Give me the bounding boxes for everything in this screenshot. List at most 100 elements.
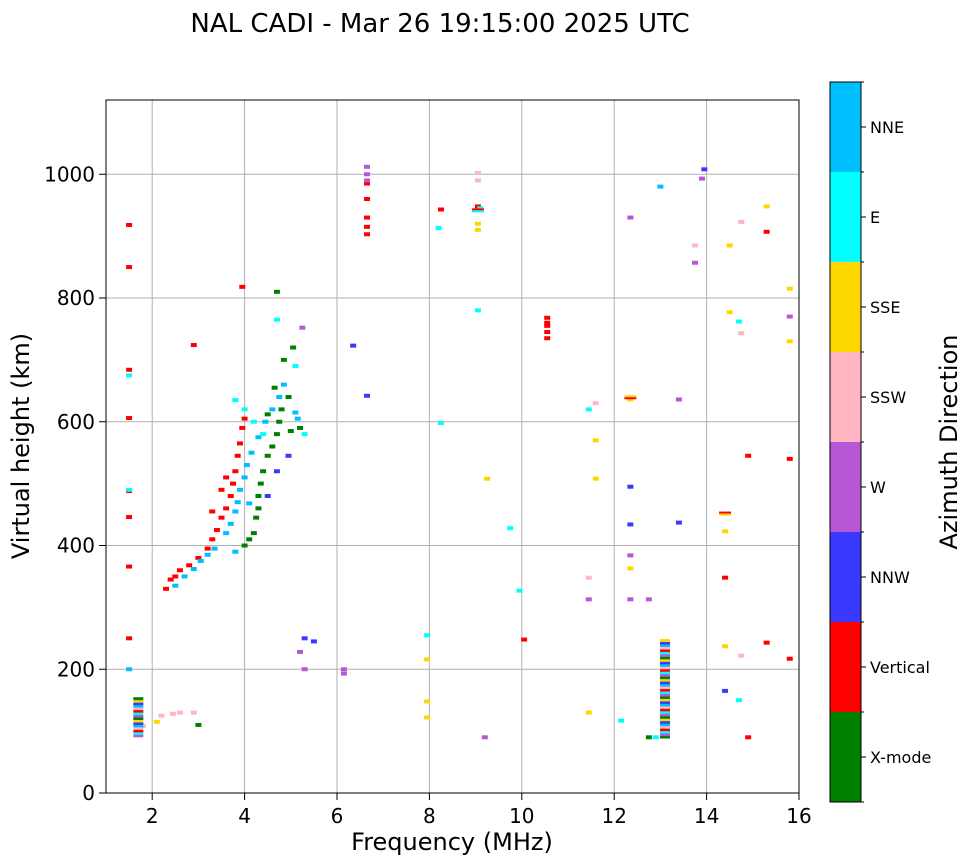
data-point-vertical	[745, 735, 752, 740]
data-point-nne	[181, 574, 188, 579]
stack-mark	[133, 724, 144, 728]
data-point-vertical	[544, 320, 551, 325]
data-point-w	[297, 649, 304, 654]
data-point-x-mode	[250, 531, 257, 536]
stack-mark	[660, 710, 671, 714]
stack-mark	[660, 686, 671, 690]
data-point-e	[424, 633, 431, 638]
data-point-e	[260, 432, 267, 437]
stack-mark	[660, 733, 671, 737]
y-tick-label: 400	[57, 534, 95, 558]
y-tick-label: 800	[57, 286, 95, 310]
data-point-nnw	[273, 469, 280, 474]
x-tick-label: 6	[331, 804, 344, 828]
data-point-e	[474, 308, 481, 313]
x-tick-label: 16	[786, 804, 811, 828]
data-point-nnw	[350, 343, 357, 348]
data-point-e	[126, 487, 133, 492]
data-point-vertical	[126, 564, 133, 569]
paired-mark	[471, 210, 484, 213]
data-point-e	[652, 735, 659, 740]
colorbar-swatch	[830, 442, 861, 532]
data-point-vertical	[239, 425, 246, 430]
data-point-sse	[424, 715, 431, 720]
data-point-e	[301, 432, 308, 437]
data-point-x-mode	[246, 537, 253, 542]
data-point-vertical	[364, 215, 371, 220]
data-point-sse	[153, 719, 160, 724]
data-point-e	[126, 373, 133, 378]
x-axis-label: Frequency (MHz)	[351, 828, 553, 856]
chart-title: NAL CADI - Mar 26 19:15:00 2025 UTC	[190, 9, 689, 39]
stack-mark	[660, 695, 671, 699]
data-point-vertical	[213, 528, 220, 533]
data-point-vertical	[544, 315, 551, 320]
data-point-x-mode	[253, 515, 260, 520]
colorbar-category-label: X-mode	[870, 748, 931, 767]
data-point-sse	[763, 204, 770, 209]
stack-mark	[660, 673, 671, 677]
data-point-vertical	[763, 640, 770, 645]
stack-mark	[660, 661, 671, 665]
data-point-x-mode	[269, 444, 276, 449]
x-tick-label: 14	[694, 804, 719, 828]
stack-mark	[133, 704, 144, 708]
stack-mark	[133, 714, 144, 718]
data-point-nnw	[701, 167, 708, 172]
data-point-vertical	[786, 656, 793, 661]
data-point-sse	[627, 566, 634, 571]
data-point-w	[627, 215, 634, 220]
colorbar-category-label: SSW	[870, 388, 906, 407]
data-point-vertical	[126, 222, 133, 227]
data-point-x-mode	[257, 481, 264, 486]
x-tick-label: 12	[601, 804, 626, 828]
data-point-nne	[211, 546, 218, 551]
stack-mark	[133, 699, 144, 703]
data-point-sse	[722, 644, 729, 649]
data-point-w	[645, 597, 652, 602]
data-point-e	[241, 407, 248, 412]
data-point-sse	[786, 339, 793, 344]
stack-mark	[660, 720, 671, 724]
data-point-w	[301, 667, 308, 672]
data-point-ssw	[692, 243, 699, 248]
data-point-vertical	[163, 586, 170, 591]
data-point-vertical	[195, 555, 202, 560]
data-point-nnw	[264, 494, 271, 498]
data-point-e	[292, 364, 299, 369]
data-point-nne	[234, 500, 241, 505]
data-point-nnw	[301, 636, 308, 641]
stack-mark	[660, 648, 671, 652]
data-point-vertical	[364, 197, 371, 201]
stack-mark	[133, 712, 144, 716]
stack-mark	[660, 708, 671, 712]
stack-mark	[133, 734, 144, 738]
stack-mark	[660, 691, 671, 694]
data-point-nnw	[310, 639, 317, 644]
stack-mark	[133, 729, 144, 733]
paired-mark	[471, 208, 484, 211]
stack-mark	[133, 726, 144, 730]
data-point-sse	[722, 529, 729, 534]
data-point-nne	[276, 395, 283, 399]
stack-mark	[660, 730, 671, 734]
data-point-sse	[474, 221, 481, 226]
data-point-x-mode	[290, 345, 297, 350]
y-axis-label: Virtual height (km)	[7, 333, 35, 559]
data-point-nnw	[285, 453, 292, 458]
stack-mark	[660, 703, 671, 707]
data-marks	[126, 164, 793, 740]
data-point-vertical	[223, 475, 230, 480]
data-point-vertical	[544, 330, 551, 335]
data-point-x-mode	[645, 735, 652, 740]
data-point-sse	[424, 699, 431, 704]
colorbar-category-label: NNW	[870, 568, 910, 587]
data-point-w	[340, 667, 347, 672]
data-point-e	[435, 226, 442, 231]
y-tick-label: 1000	[44, 162, 95, 186]
data-point-e	[437, 420, 444, 425]
data-point-w	[340, 671, 347, 676]
data-point-sse	[424, 657, 431, 662]
x-tick-label: 10	[509, 804, 534, 828]
